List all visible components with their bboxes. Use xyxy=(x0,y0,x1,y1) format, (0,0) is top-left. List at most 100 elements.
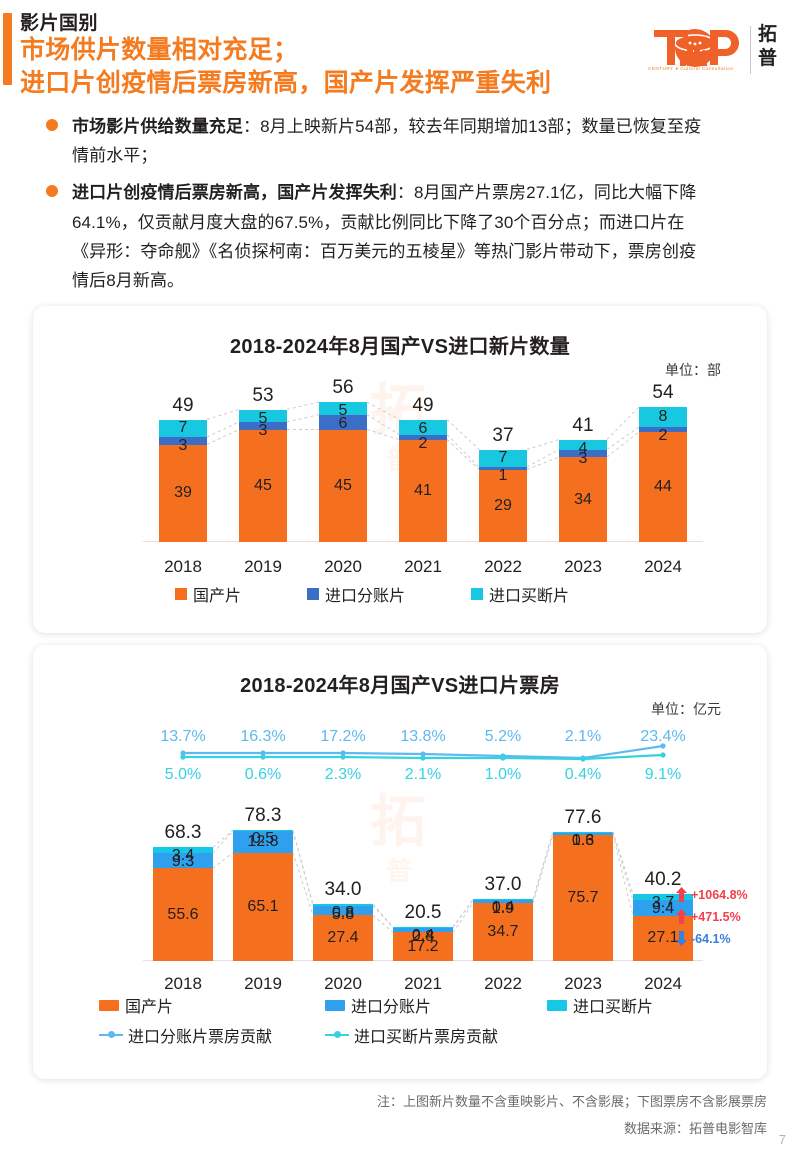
bar-total-label: 56 xyxy=(332,377,354,398)
bar-total-label: 53 xyxy=(252,384,274,406)
bar-segment-label: 2.8 xyxy=(411,927,435,945)
bar-segment-label: 34 xyxy=(574,490,592,508)
legend-label: 进口买断片 xyxy=(489,588,570,605)
x-axis-label-2020: 2020 xyxy=(324,557,362,576)
bar-segment-进口买断片 xyxy=(553,831,613,833)
growth-annotation-1: +471.5% xyxy=(676,909,741,924)
bar-segment-国产片 xyxy=(639,432,687,542)
legend-swatch-icon xyxy=(175,588,187,600)
bar-segment-进口买断片 xyxy=(473,899,533,900)
bar-segment-进口分账片 xyxy=(473,900,533,904)
growth-annotation-0: +1064.8% xyxy=(676,887,748,902)
contribution-label-fenzhang: 13.7% xyxy=(160,728,206,745)
bar-segment-label: 34.7 xyxy=(487,923,519,941)
summary-bullets: 市场影片供给数量充足：8月上映新片54部，较去年同期增加13部；数量已恢复至疫情… xyxy=(0,112,800,303)
bar-segment-进口买断片 xyxy=(393,927,453,928)
bar-segment-进口分账片 xyxy=(319,414,367,430)
bar-segment-label: 2 xyxy=(418,434,428,452)
arrow-down-icon xyxy=(676,931,687,946)
chart2-plot-area: 55.6 9.3 3.4 68.3 2018 65.1 12.8 0.5 78.3 2019 27.… xyxy=(143,806,703,992)
legend-line-icon xyxy=(325,1029,349,1041)
legend-label: 进口买断片 xyxy=(573,999,654,1016)
legend-item-进口分账片[interactable]: 进口分账片 xyxy=(307,582,405,606)
legend-item-进口分账片票房贡献[interactable]: 进口分账片票房贡献 xyxy=(99,1023,325,1047)
bar-segment-label: 9.3 xyxy=(171,852,195,870)
bar-segment-label: 39 xyxy=(174,484,192,502)
bar-segment-进口分账片 xyxy=(313,905,373,916)
contribution-label-maiduan: 5.0% xyxy=(164,766,202,783)
bar-segment-进口分账片 xyxy=(633,900,693,916)
bar-segment-进口分账片 xyxy=(393,927,453,933)
chart2-legend-lines: 进口分账片票房贡献 进口买断片票房贡献 xyxy=(99,1023,498,1047)
bar-segment-label: 44 xyxy=(654,478,672,495)
bar-segment-进口买断片 xyxy=(159,419,207,437)
arrow-up-icon xyxy=(676,909,687,924)
chart-card-new-films: 拓 普 2018-2024年8月国产VS进口新片数量 单位：部 39374920… xyxy=(33,306,767,633)
footer-note-2: 数据来源：拓普电影智库 xyxy=(623,1121,767,1136)
contribution-label-fenzhang: 17.2% xyxy=(320,728,366,745)
bar-segment-label: 65.1 xyxy=(247,897,279,915)
legend-swatch-icon xyxy=(99,999,119,1011)
bar-segment-国产片 xyxy=(313,915,373,961)
x-axis-label-2018: 2018 xyxy=(164,974,202,993)
contribution-label-fenzhang: 2.1% xyxy=(564,728,602,745)
bullet-text: 进口片创疫情后票房新高，国产片发挥失利：8月国产片票房27.1亿，同比大幅下降6… xyxy=(72,178,712,295)
bar-segment-label: 5.8 xyxy=(331,905,355,923)
growth-annotation-2: -64.1% xyxy=(676,931,731,946)
bar-total-label: 37 xyxy=(492,424,514,446)
bar-segment-label: 0.8 xyxy=(331,904,355,922)
bar-segment-进口分账片 xyxy=(559,449,607,457)
contribution-label-maiduan: 1.0% xyxy=(484,766,522,783)
bar-segment-进口买断片 xyxy=(399,419,447,435)
bar-segment-进口买断片 xyxy=(633,894,693,901)
bar-segment-label: 8 xyxy=(658,408,668,425)
bar-total-label: 68.3 xyxy=(164,822,202,844)
x-axis-label-2019: 2019 xyxy=(244,557,282,576)
legend-item-国产片[interactable]: 国产片 xyxy=(175,582,241,606)
arrow-up-icon xyxy=(676,887,687,902)
bullet-lead: 进口片创疫情后票房新高，国产片发挥失利 xyxy=(72,183,397,203)
legend-item-进口买断片[interactable]: 进口买断片 xyxy=(471,582,569,606)
bar-segment-国产片 xyxy=(239,429,287,542)
bar-segment-label: 2 xyxy=(658,427,668,444)
legend-item-进口买断片票房贡献[interactable]: 进口买断片票房贡献 xyxy=(325,1023,498,1047)
contribution-label-maiduan: 9.1% xyxy=(644,766,682,783)
contribution-label-fenzhang: 5.2% xyxy=(484,728,522,745)
bar-segment-label: 9.4 xyxy=(651,900,675,918)
chart2-contribution-lines: 13.7% 16.3% 17.2% 13.8% 5.2% 2.1% 23.4% 5.0% 0.6… xyxy=(143,723,703,783)
bar-segment-进口买断片 xyxy=(639,407,687,427)
bar-segment-label: 17.2 xyxy=(407,937,439,955)
bar-segment-label: 0.3 xyxy=(571,831,595,849)
bullet-item: 市场影片供给数量充足：8月上映新片54部，较去年同期增加13部；数量已恢复至疫情… xyxy=(0,112,800,170)
bar-segment-国产片 xyxy=(479,469,527,542)
bar-segment-国产片 xyxy=(153,868,213,961)
footer-note-1: 注：上图新片数量不含重映影片、不含影展；下图票房不含影展票房 xyxy=(376,1094,767,1109)
x-axis-label-2022: 2022 xyxy=(484,974,522,993)
legend-item-进口买断片[interactable]: 进口买断片 xyxy=(547,993,653,1017)
bar-total-label: 49 xyxy=(172,394,194,416)
bar-segment-label: 27.4 xyxy=(327,929,359,947)
legend-item-国产片[interactable]: 国产片 xyxy=(99,993,325,1017)
bar-segment-进口分账片 xyxy=(553,832,613,835)
bar-segment-label: 3 xyxy=(258,422,268,439)
contribution-label-maiduan: 0.4% xyxy=(564,766,602,783)
bar-segment-label: 3 xyxy=(578,449,588,467)
chart2-title: 2018-2024年8月国产VS进口片票房 xyxy=(240,675,560,697)
legend-item-进口分账片[interactable]: 进口分账片 xyxy=(325,993,547,1017)
bullet-dot-icon xyxy=(46,185,58,198)
bar-segment-label: 75.7 xyxy=(567,888,599,906)
bar-segment-国产片 xyxy=(319,429,367,542)
bar-segment-进口买断片 xyxy=(239,409,287,422)
legend-swatch-icon xyxy=(307,588,320,600)
bar-segment-label: 1 xyxy=(498,467,508,484)
bar-segment-进口分账片 xyxy=(159,437,207,445)
bar-segment-label: 4 xyxy=(578,439,588,457)
bar-segment-label: 1.6 xyxy=(571,832,595,850)
bar-total-label: 77.6 xyxy=(564,806,602,828)
bar-segment-label: 55.6 xyxy=(167,905,199,923)
bar-total-label: 78.3 xyxy=(244,805,282,827)
bar-segment-label: 1.9 xyxy=(491,900,515,917)
bar-segment-进口分账片 xyxy=(153,852,213,869)
bar-segment-label: 5 xyxy=(338,402,348,419)
bar-segment-label: 3.4 xyxy=(171,847,195,865)
